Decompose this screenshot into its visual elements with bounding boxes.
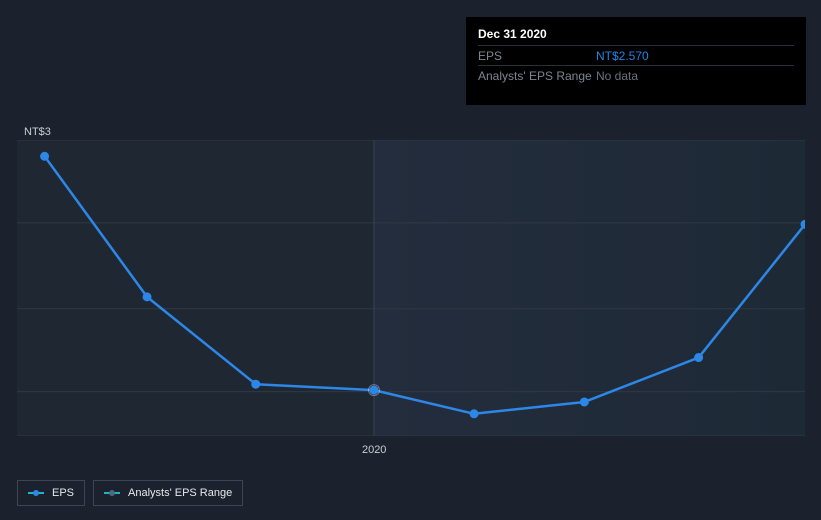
tooltip-row-value: NT$2.570: [596, 49, 649, 63]
legend-swatch-icon: [28, 489, 44, 497]
tooltip-row: EPS NT$2.570: [478, 45, 794, 65]
tooltip-row-value: No data: [596, 69, 638, 83]
y-axis-label: NT$3: [24, 126, 51, 138]
x-axis-label: 2020: [362, 444, 386, 456]
eps-line-chart[interactable]: [17, 140, 805, 436]
tooltip-date: Dec 31 2020: [478, 27, 794, 41]
legend-item-label: Analysts' EPS Range: [128, 487, 232, 499]
tooltip-row: Analysts' EPS Range No data: [478, 65, 794, 85]
tooltip-row-label: EPS: [478, 49, 596, 63]
legend-swatch-icon: [104, 489, 120, 497]
legend-item-label: EPS: [52, 487, 74, 499]
legend-item-analysts-range[interactable]: Analysts' EPS Range: [93, 480, 243, 506]
chart-tooltip: Dec 31 2020 EPS NT$2.570 Analysts' EPS R…: [466, 17, 806, 105]
chart-legend: EPS Analysts' EPS Range: [17, 480, 243, 506]
legend-item-eps[interactable]: EPS: [17, 480, 85, 506]
tooltip-row-label: Analysts' EPS Range: [478, 69, 596, 83]
